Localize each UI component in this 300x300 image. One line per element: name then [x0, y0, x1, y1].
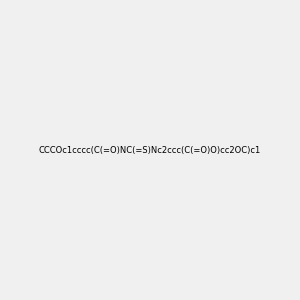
Text: CCCOc1cccc(C(=O)NC(=S)Nc2ccc(C(=O)O)cc2OC)c1: CCCOc1cccc(C(=O)NC(=S)Nc2ccc(C(=O)O)cc2O… — [39, 146, 261, 154]
